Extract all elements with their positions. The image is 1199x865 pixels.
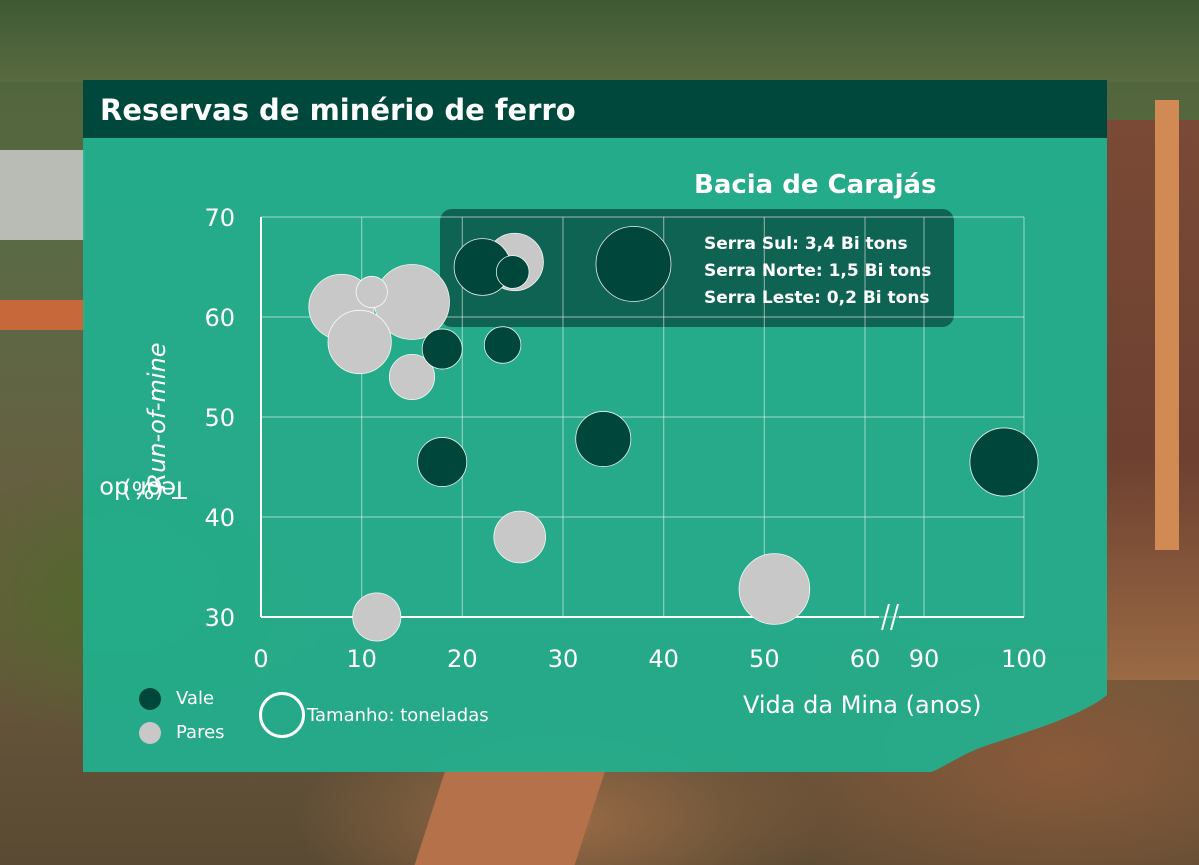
bubble-pares xyxy=(738,553,811,625)
legend-swatch-vale xyxy=(139,688,161,710)
annotation-line-serra-leste: Serra Leste: 0,2 Bi tons xyxy=(704,288,930,308)
x-tick-label: 40 xyxy=(648,645,679,673)
x-tick-label: 20 xyxy=(447,645,478,673)
y-tick-label: 40 xyxy=(204,504,235,532)
x-tick-label: 50 xyxy=(749,645,780,673)
y-tick-label: 30 xyxy=(204,604,235,632)
bubble-vale xyxy=(417,437,468,487)
axis-break-mark xyxy=(890,603,899,631)
x-tick-label: 60 xyxy=(850,645,881,673)
legend-label-pares: Pares xyxy=(176,722,225,743)
legend-swatch-pares xyxy=(139,722,161,744)
bubble-vale xyxy=(595,226,672,302)
background-road xyxy=(414,770,606,865)
legend-item-vale: Vale xyxy=(139,686,339,712)
chart-card: Reservas de minério de ferro Serra Sul: … xyxy=(83,80,1107,772)
x-axis-label: Vida da Mina (anos) xyxy=(743,691,982,719)
x-tick-label: 0 xyxy=(253,645,268,673)
chart-subtitle: Bacia de Carajás xyxy=(694,170,937,200)
axis-break-mark xyxy=(881,603,890,631)
annotation-line-serra-norte: Serra Norte: 1,5 Bi tons xyxy=(704,261,932,281)
y-tick-label: 50 xyxy=(204,404,235,432)
y-tick-label: 70 xyxy=(204,204,235,232)
legend-item-pares: Pares xyxy=(139,720,339,746)
y-axis-label-italic: Run-of-mine xyxy=(143,342,171,490)
y-axis-label-suffix: (%) xyxy=(122,475,164,504)
bubble-pares xyxy=(352,592,402,642)
bubble-pares xyxy=(388,353,436,401)
background-trees xyxy=(0,0,1199,82)
scatter-plot: 30 40 50 60 70 0 10 20 30 40 50 60 90 100 xyxy=(204,204,1046,673)
x-tick-label: 100 xyxy=(1001,645,1047,673)
bubbles xyxy=(308,226,1039,642)
bubble-pares xyxy=(493,510,546,564)
bubble-vale xyxy=(421,328,463,370)
background-roof xyxy=(0,300,85,330)
bubble-vale xyxy=(483,326,522,364)
header-bar: Reservas de minério de ferro xyxy=(83,80,1107,138)
background-conveyor xyxy=(1105,120,1199,680)
x-tick-label: 30 xyxy=(548,645,579,673)
chart-title: Reservas de minério de ferro xyxy=(100,93,576,127)
size-legend-label: Tamanho: toneladas xyxy=(307,705,489,726)
legend-label-vale: Vale xyxy=(176,688,215,709)
bubble-vale xyxy=(969,427,1039,497)
bubble-vale xyxy=(495,255,530,289)
bubble-vale xyxy=(575,411,632,467)
background-building xyxy=(0,150,85,240)
size-legend-circle xyxy=(259,692,305,738)
x-tick-label: 10 xyxy=(346,645,377,673)
y-tick-label: 60 xyxy=(204,304,235,332)
x-tick-label: 90 xyxy=(909,645,940,673)
tick-labels: 30 40 50 60 70 0 10 20 30 40 50 60 90 100 xyxy=(204,204,1046,673)
annotation-line-serra-sul: Serra Sul: 3,4 Bi tons xyxy=(704,234,908,254)
background-conveyor-belt xyxy=(1155,100,1179,550)
bubble-pares xyxy=(327,309,392,375)
size-legend: Tamanho: toneladas xyxy=(259,692,619,742)
bubble-pares xyxy=(355,275,388,309)
